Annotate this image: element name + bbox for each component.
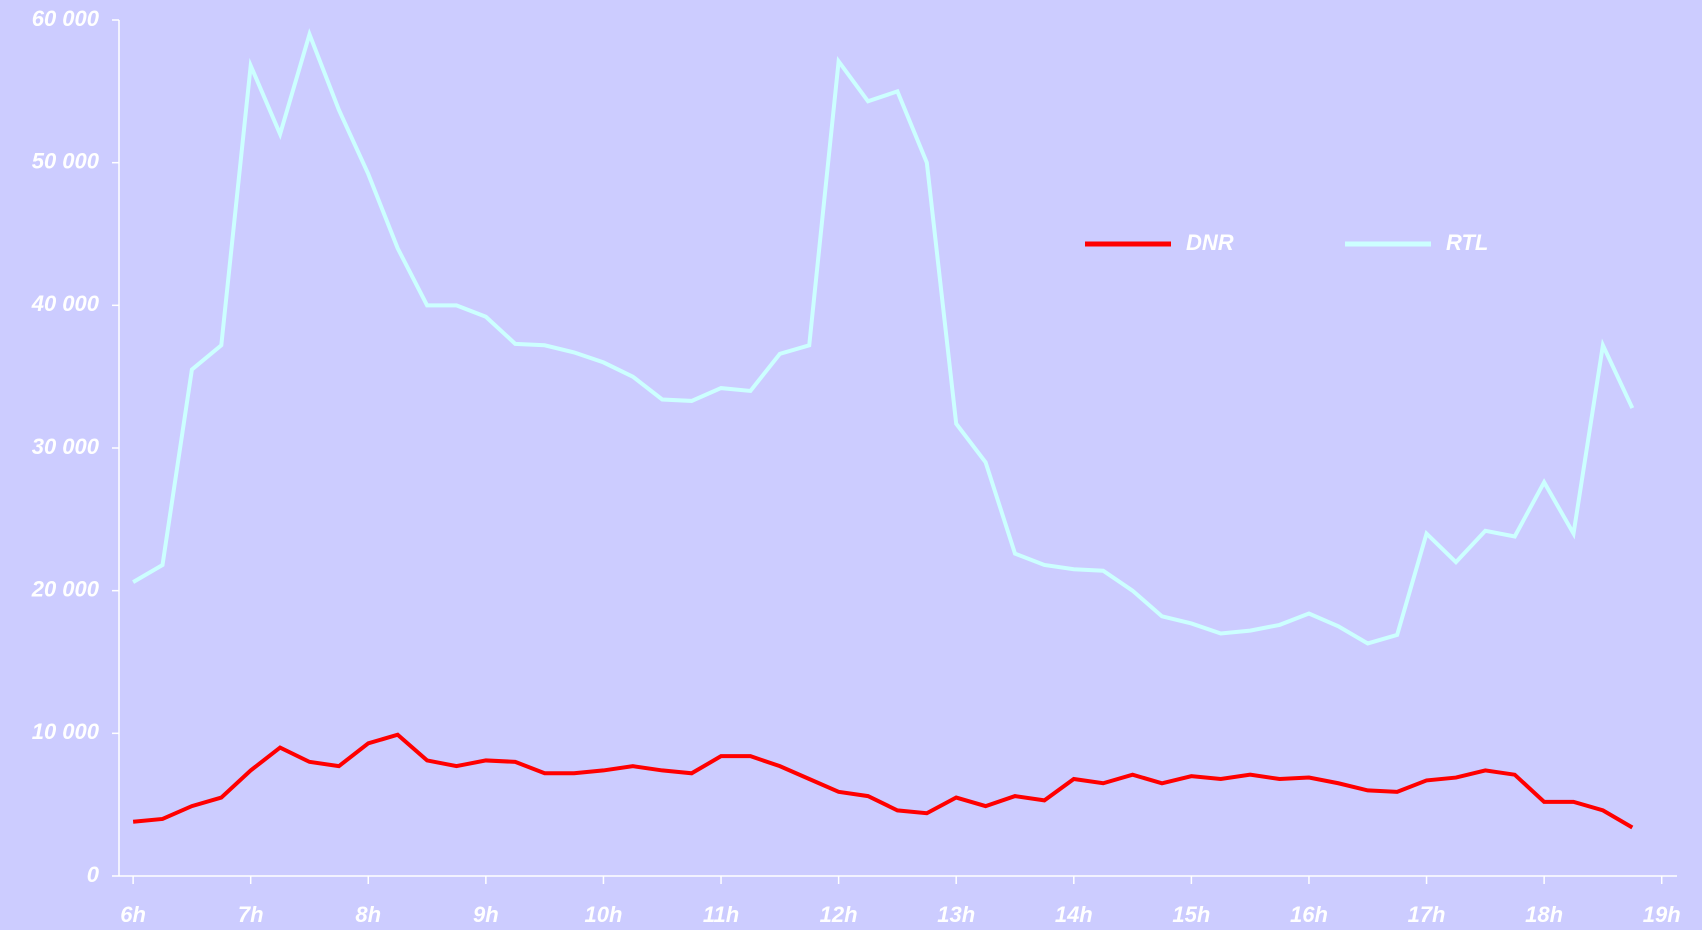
x-tick-label: 7h bbox=[238, 902, 264, 927]
y-tick-label: 40 000 bbox=[31, 291, 100, 316]
x-tick-label: 18h bbox=[1525, 902, 1563, 927]
x-tick-label: 9h bbox=[473, 902, 499, 927]
x-tick-label: 6h bbox=[120, 902, 146, 927]
y-tick-label: 0 bbox=[87, 862, 100, 887]
x-tick-label: 19h bbox=[1643, 902, 1681, 927]
x-tick-label: 17h bbox=[1408, 902, 1446, 927]
x-tick-label: 15h bbox=[1172, 902, 1210, 927]
legend-label: DNR bbox=[1186, 230, 1234, 255]
y-tick-label: 30 000 bbox=[32, 434, 100, 459]
x-tick-label: 14h bbox=[1055, 902, 1093, 927]
x-tick-label: 11h bbox=[703, 902, 739, 927]
y-tick-label: 20 000 bbox=[31, 576, 100, 601]
y-tick-label: 60 000 bbox=[32, 6, 100, 31]
x-tick-label: 13h bbox=[937, 902, 975, 927]
line-rtl bbox=[132, 28, 1635, 646]
y-tick-label: 50 000 bbox=[32, 148, 100, 173]
x-tick-label: 16h bbox=[1290, 902, 1328, 927]
x-tick-label: 8h bbox=[355, 902, 381, 927]
x-tick-label: 12h bbox=[820, 902, 858, 927]
y-tick-label: 10 000 bbox=[32, 719, 100, 744]
x-tick-label: 10h bbox=[584, 902, 622, 927]
line-dnr bbox=[132, 732, 1634, 830]
legend-label: RTL bbox=[1446, 230, 1488, 255]
